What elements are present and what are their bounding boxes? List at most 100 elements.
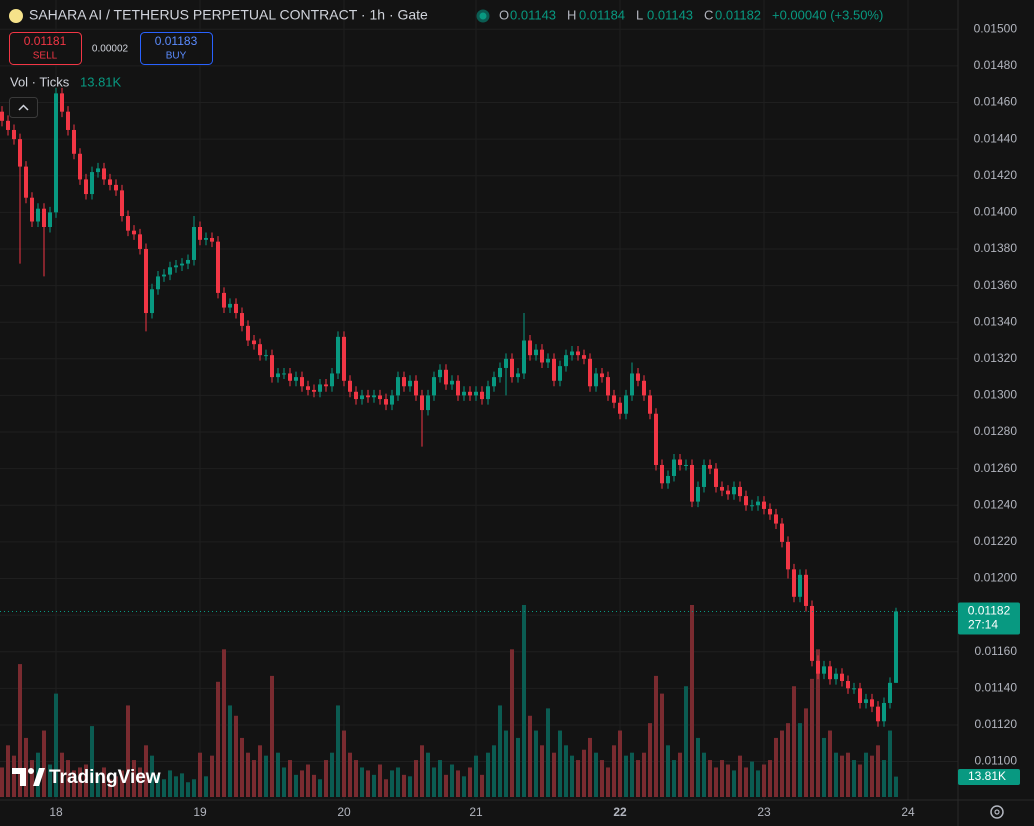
candle-body xyxy=(120,190,124,217)
ohlc-label: L xyxy=(636,7,643,22)
volume-bar xyxy=(798,723,802,797)
volume-bar xyxy=(726,764,730,797)
candle-body xyxy=(312,389,316,392)
buy-button[interactable] xyxy=(140,32,213,65)
candle-body xyxy=(750,505,754,507)
settings-icon[interactable] xyxy=(990,805,1004,819)
buy-price: 0.01183 xyxy=(155,34,198,48)
candle-body xyxy=(570,351,574,356)
candle-body xyxy=(408,380,412,387)
candle-body xyxy=(630,373,634,396)
volume-bar xyxy=(24,737,28,797)
candle-body xyxy=(330,373,334,387)
volume-bar xyxy=(654,675,658,797)
candle-body xyxy=(0,111,4,121)
volume-bar xyxy=(144,745,148,797)
candle-body xyxy=(210,237,214,242)
volume-bar xyxy=(438,760,442,797)
candle-body xyxy=(390,395,394,405)
y-tick-label: 0.01480 xyxy=(974,58,1018,72)
candle-body xyxy=(564,355,568,367)
candle-body xyxy=(732,486,736,495)
volume-bar xyxy=(408,776,412,797)
sell-button[interactable] xyxy=(9,32,82,65)
volume-bar xyxy=(12,755,16,797)
volume-bar xyxy=(828,730,832,797)
volume-bar xyxy=(132,760,136,797)
candle-body xyxy=(168,267,172,275)
candle-body xyxy=(870,699,874,707)
volume-bar xyxy=(324,760,328,797)
sell-price: 0.01181 xyxy=(24,34,67,48)
candle-body xyxy=(378,395,382,400)
volume-bar xyxy=(66,760,70,797)
volume-bar xyxy=(276,752,280,797)
candle-body xyxy=(174,265,178,268)
candle-body xyxy=(126,216,130,231)
x-tick-label: 19 xyxy=(193,805,207,819)
candle-body xyxy=(318,384,322,392)
candle-body xyxy=(198,227,202,240)
candle-body xyxy=(822,666,826,674)
volume-bar xyxy=(360,767,364,797)
volume-bar xyxy=(288,760,292,797)
volume-bar xyxy=(576,760,580,797)
settings-icon xyxy=(994,809,1000,815)
volume-bar xyxy=(882,760,886,797)
y-tick-label: 0.01200 xyxy=(974,571,1018,585)
candle-body xyxy=(450,380,454,385)
candle-body xyxy=(96,168,100,173)
volume-bar xyxy=(804,708,808,797)
candle-body xyxy=(396,377,400,396)
candle-body xyxy=(42,208,46,228)
volume-bar xyxy=(114,776,118,797)
candle-body xyxy=(432,377,436,396)
ohlc-value: 0.01182 xyxy=(715,7,761,22)
candle-body xyxy=(108,179,112,185)
volume-bar xyxy=(552,752,556,797)
volume-bar xyxy=(108,779,112,797)
candle-body xyxy=(528,340,532,356)
candle-body xyxy=(618,402,622,414)
volume-tag-label: 13.81K xyxy=(968,769,1006,783)
candle-body xyxy=(12,129,16,140)
volume-bar xyxy=(468,767,472,797)
volume-bar xyxy=(234,715,238,797)
branding: TradingView xyxy=(12,767,161,788)
candle-body xyxy=(444,369,448,385)
y-tick-label: 0.01140 xyxy=(975,681,1018,695)
volume-bar xyxy=(528,715,532,797)
candle-body xyxy=(354,391,358,400)
market-status[interactable] xyxy=(476,9,490,23)
volume-bar xyxy=(450,764,454,797)
volume-bar xyxy=(618,730,622,797)
volume-bar xyxy=(714,767,718,797)
y-tick-label: 0.01120 xyxy=(975,717,1018,731)
volume-bar xyxy=(420,745,424,797)
candle-body xyxy=(114,184,118,191)
volume-bar xyxy=(252,760,256,797)
volume-bar xyxy=(174,776,178,797)
candle-body xyxy=(672,459,676,476)
y-tick-label: 0.01400 xyxy=(974,205,1018,219)
collapse-icon xyxy=(18,104,29,111)
candle-body xyxy=(828,666,832,680)
change: +0.00040 (+3.50%) xyxy=(772,7,883,22)
symbol[interactable]: SAHARA AI / TETHERUS PERPETUAL CONTRACT … xyxy=(29,7,428,23)
volume-bar xyxy=(348,752,352,797)
ohlc-label: C xyxy=(704,7,713,22)
candle-body xyxy=(6,120,10,130)
candle-body xyxy=(30,197,34,222)
volume-bar xyxy=(792,686,796,797)
candle-body xyxy=(774,514,778,524)
volume-bar xyxy=(702,752,706,797)
volume-bar xyxy=(186,782,190,797)
y-tick-label: 0.01260 xyxy=(974,461,1018,475)
collapse-button[interactable] xyxy=(9,97,38,118)
volume-bar xyxy=(786,723,790,797)
candle-body xyxy=(744,496,748,506)
volume-pane xyxy=(0,605,898,797)
candle-body xyxy=(336,336,340,374)
y-tick-label: 0.01440 xyxy=(974,131,1018,145)
